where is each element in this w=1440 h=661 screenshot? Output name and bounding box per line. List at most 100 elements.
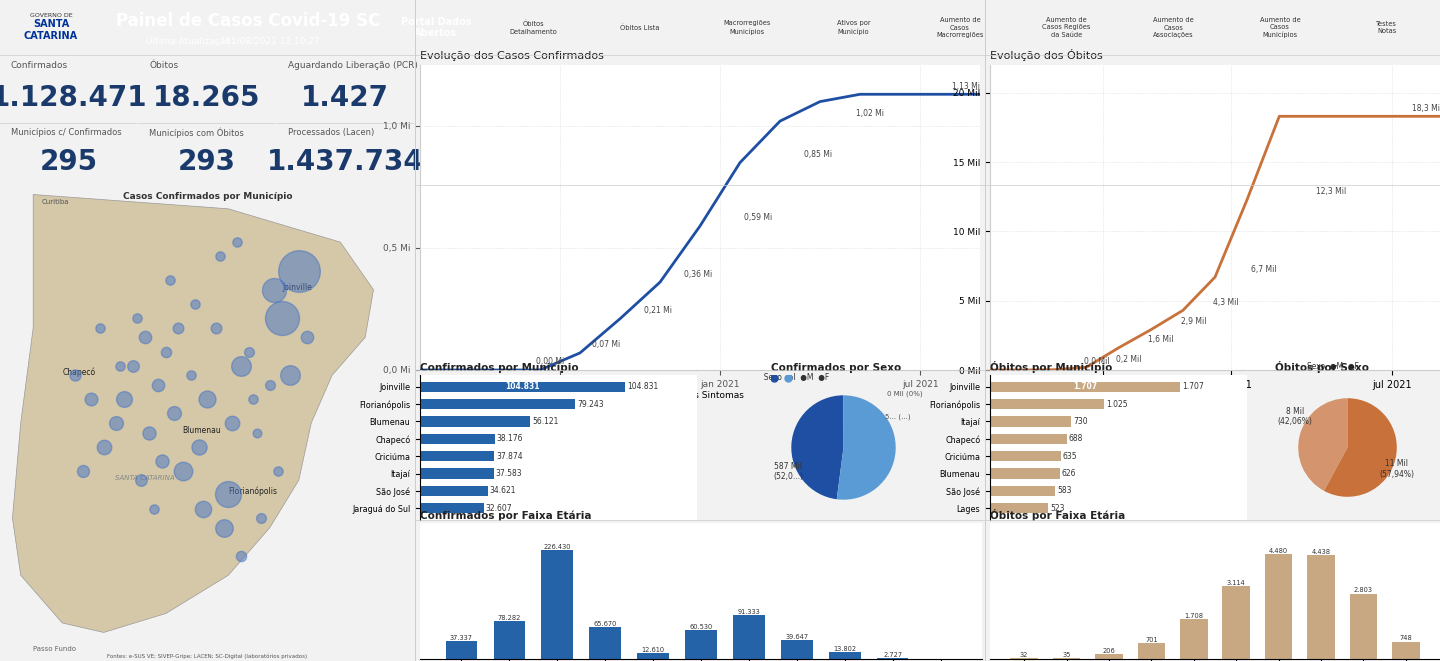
Bar — [541, 550, 573, 659]
Text: Evolução dos Óbitos: Evolução dos Óbitos — [991, 50, 1103, 61]
Text: 3.114: 3.114 — [1227, 580, 1246, 586]
Text: 0,36 Mi: 0,36 Mi — [684, 270, 713, 278]
Point — [79, 394, 102, 405]
Point — [271, 313, 294, 324]
Point — [279, 370, 302, 381]
Bar — [1053, 658, 1080, 659]
Point — [242, 394, 265, 405]
Bar — [782, 640, 812, 659]
Text: 1.427: 1.427 — [301, 84, 389, 112]
Point — [220, 418, 243, 428]
Bar — [1349, 594, 1377, 659]
Point — [158, 275, 181, 286]
Text: 35: 35 — [1063, 652, 1071, 658]
Point — [258, 379, 281, 390]
Point — [163, 408, 186, 419]
Text: Portal Dados
Abertos: Portal Dados Abertos — [400, 17, 471, 38]
Text: Ativos por
Município: Ativos por Município — [837, 20, 870, 34]
Text: 0,21 Mi: 0,21 Mi — [644, 306, 672, 315]
X-axis label: Início dos Sintomas: Início dos Sintomas — [657, 391, 744, 401]
Bar — [420, 468, 494, 479]
Bar — [420, 416, 530, 427]
Text: 688: 688 — [1068, 434, 1083, 444]
Point — [171, 465, 194, 476]
Text: 37.337: 37.337 — [449, 635, 472, 641]
Point — [88, 323, 111, 333]
Point — [150, 456, 173, 467]
Point — [266, 465, 289, 476]
Point — [154, 346, 177, 357]
Text: 1.707: 1.707 — [1073, 382, 1097, 391]
Point — [262, 284, 285, 295]
Text: 38.176: 38.176 — [497, 434, 523, 444]
Text: 748: 748 — [1400, 635, 1413, 641]
Point — [213, 522, 236, 533]
Text: 65.670: 65.670 — [593, 621, 616, 627]
Text: 5... (...): 5... (...) — [886, 414, 912, 420]
Text: 12,3 Mil: 12,3 Mil — [1316, 187, 1346, 196]
Bar — [829, 652, 861, 659]
Bar — [1179, 619, 1208, 659]
Text: Blumenau: Blumenau — [183, 426, 222, 434]
X-axis label: Data do Óbito: Data do Óbito — [1184, 393, 1247, 401]
Text: 4,3 Mil: 4,3 Mil — [1212, 298, 1238, 307]
Bar — [991, 486, 1056, 496]
Bar — [494, 621, 524, 659]
Text: 295: 295 — [40, 147, 98, 176]
Point — [92, 442, 115, 452]
Text: 18,3 Mil: 18,3 Mil — [1413, 104, 1440, 113]
Polygon shape — [13, 194, 373, 633]
Point — [109, 361, 132, 371]
Text: 32: 32 — [1020, 652, 1028, 658]
Point — [251, 513, 274, 524]
Text: 701: 701 — [1145, 637, 1158, 642]
Bar — [991, 468, 1060, 479]
Text: 1.708: 1.708 — [1184, 613, 1204, 619]
Bar — [991, 503, 1048, 514]
Point — [204, 323, 228, 333]
Text: Óbitos Lista: Óbitos Lista — [621, 24, 660, 31]
Text: Sexo  ●I  ●M  ●F: Sexo ●I ●M ●F — [759, 373, 829, 383]
Text: Municípios com Óbitos: Municípios com Óbitos — [150, 128, 245, 138]
Bar — [420, 399, 575, 409]
Text: Confirmados por Município: Confirmados por Município — [420, 362, 579, 373]
Text: 2.803: 2.803 — [1354, 588, 1372, 594]
Point — [217, 489, 240, 500]
Text: Aguardando Liberação (PCR): Aguardando Liberação (PCR) — [288, 61, 418, 71]
Text: Aumento de
Casos
Macrorregiões: Aumento de Casos Macrorregiões — [936, 17, 984, 38]
Text: 0,59 Mi: 0,59 Mi — [744, 214, 772, 223]
Point — [138, 427, 161, 438]
Point — [229, 361, 252, 371]
Text: SANTA
CATARINA: SANTA CATARINA — [24, 19, 78, 41]
Text: 60.530: 60.530 — [690, 624, 713, 630]
Point — [167, 323, 190, 333]
Text: GOVERNO DE: GOVERNO DE — [30, 13, 72, 18]
Point — [295, 332, 318, 342]
Text: Passo Fundo: Passo Fundo — [33, 646, 76, 652]
Text: 583: 583 — [1057, 486, 1071, 495]
Text: 34.621: 34.621 — [490, 486, 517, 495]
Point — [143, 504, 166, 514]
Text: 78.282: 78.282 — [497, 615, 521, 621]
Text: 4.438: 4.438 — [1312, 549, 1331, 555]
Text: 1,02 Mi: 1,02 Mi — [857, 108, 884, 118]
Text: 293: 293 — [179, 147, 236, 176]
Text: Evolução dos Casos Confirmados: Evolução dos Casos Confirmados — [420, 52, 603, 61]
Point — [63, 370, 86, 381]
Bar — [420, 451, 494, 461]
Text: 13.802: 13.802 — [834, 646, 857, 652]
Point — [183, 299, 206, 309]
Wedge shape — [1299, 398, 1348, 491]
Text: 1,13 Mi: 1,13 Mi — [952, 82, 981, 91]
Text: 11/08/2021 12:10:27: 11/08/2021 12:10:27 — [225, 37, 320, 46]
Point — [130, 475, 153, 485]
Point — [187, 442, 210, 452]
Text: 635: 635 — [1063, 451, 1077, 461]
Text: Óbitos por Sexo: Óbitos por Sexo — [1274, 361, 1369, 373]
Bar — [685, 630, 717, 659]
Bar — [589, 627, 621, 659]
Text: Confirmados por Sexo: Confirmados por Sexo — [770, 363, 901, 373]
Text: 0,07 Mi: 0,07 Mi — [592, 340, 621, 350]
Point — [246, 427, 269, 438]
Text: Curitiba: Curitiba — [42, 199, 69, 205]
